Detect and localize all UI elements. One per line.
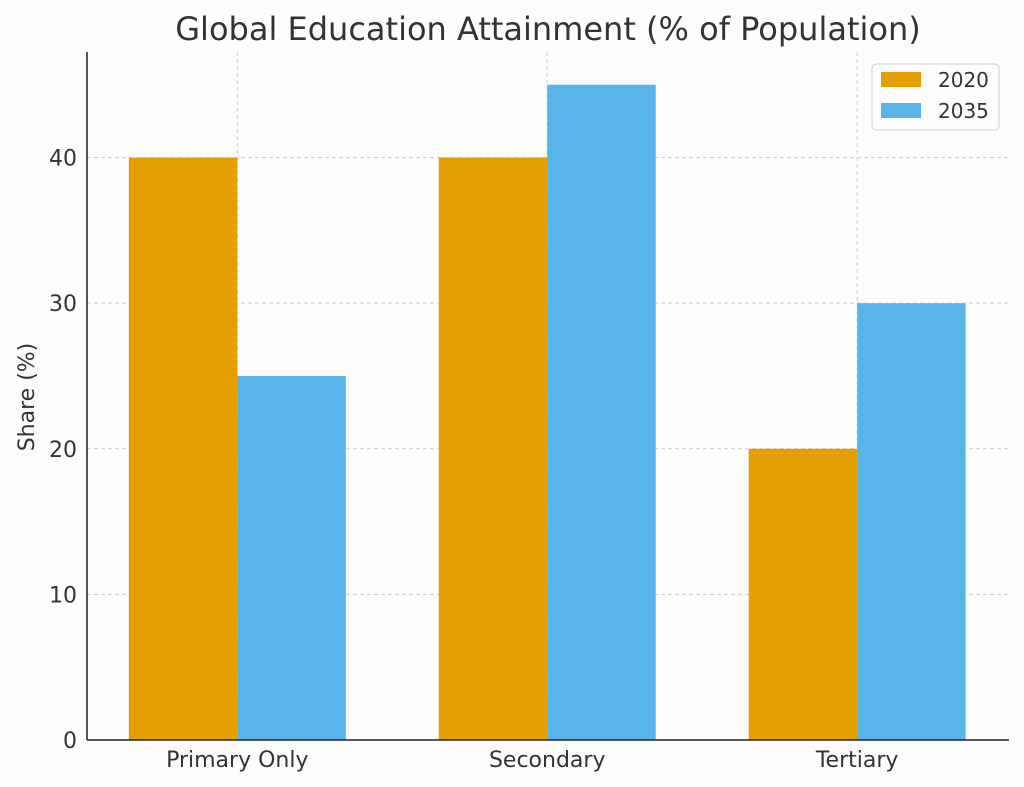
y-tick-label: 30 <box>49 292 77 317</box>
bar-2035-1 <box>547 84 656 740</box>
legend-swatch <box>881 103 921 118</box>
axes <box>86 52 1009 741</box>
x-tick-label: Secondary <box>489 748 606 773</box>
bar-2035-2 <box>857 303 966 740</box>
chart-title: Global Education Attainment (% of Popula… <box>175 10 920 48</box>
x-tick-label: Tertiary <box>815 748 899 773</box>
legend-label: 2020 <box>938 68 989 92</box>
bar-2020-2 <box>748 448 858 740</box>
bars <box>128 84 966 740</box>
legend-label: 2035 <box>938 99 989 123</box>
y-tick-label: 10 <box>49 583 77 608</box>
bar-2020-1 <box>438 157 548 740</box>
bar-2035-0 <box>237 375 346 740</box>
y-tick-label: 0 <box>63 729 77 754</box>
y-axis-label: Share (%) <box>15 343 40 452</box>
bar-2020-0 <box>128 157 238 740</box>
y-tick-label: 40 <box>49 147 77 172</box>
x-tick-label: Primary Only <box>166 748 308 773</box>
legend-swatch <box>881 72 921 87</box>
tick-labels: 0 10 20 30 40 Primary Only Secondary Tertiary <box>49 147 898 773</box>
legend: 2020 2035 <box>871 63 1000 131</box>
y-tick-label: 20 <box>49 438 77 463</box>
